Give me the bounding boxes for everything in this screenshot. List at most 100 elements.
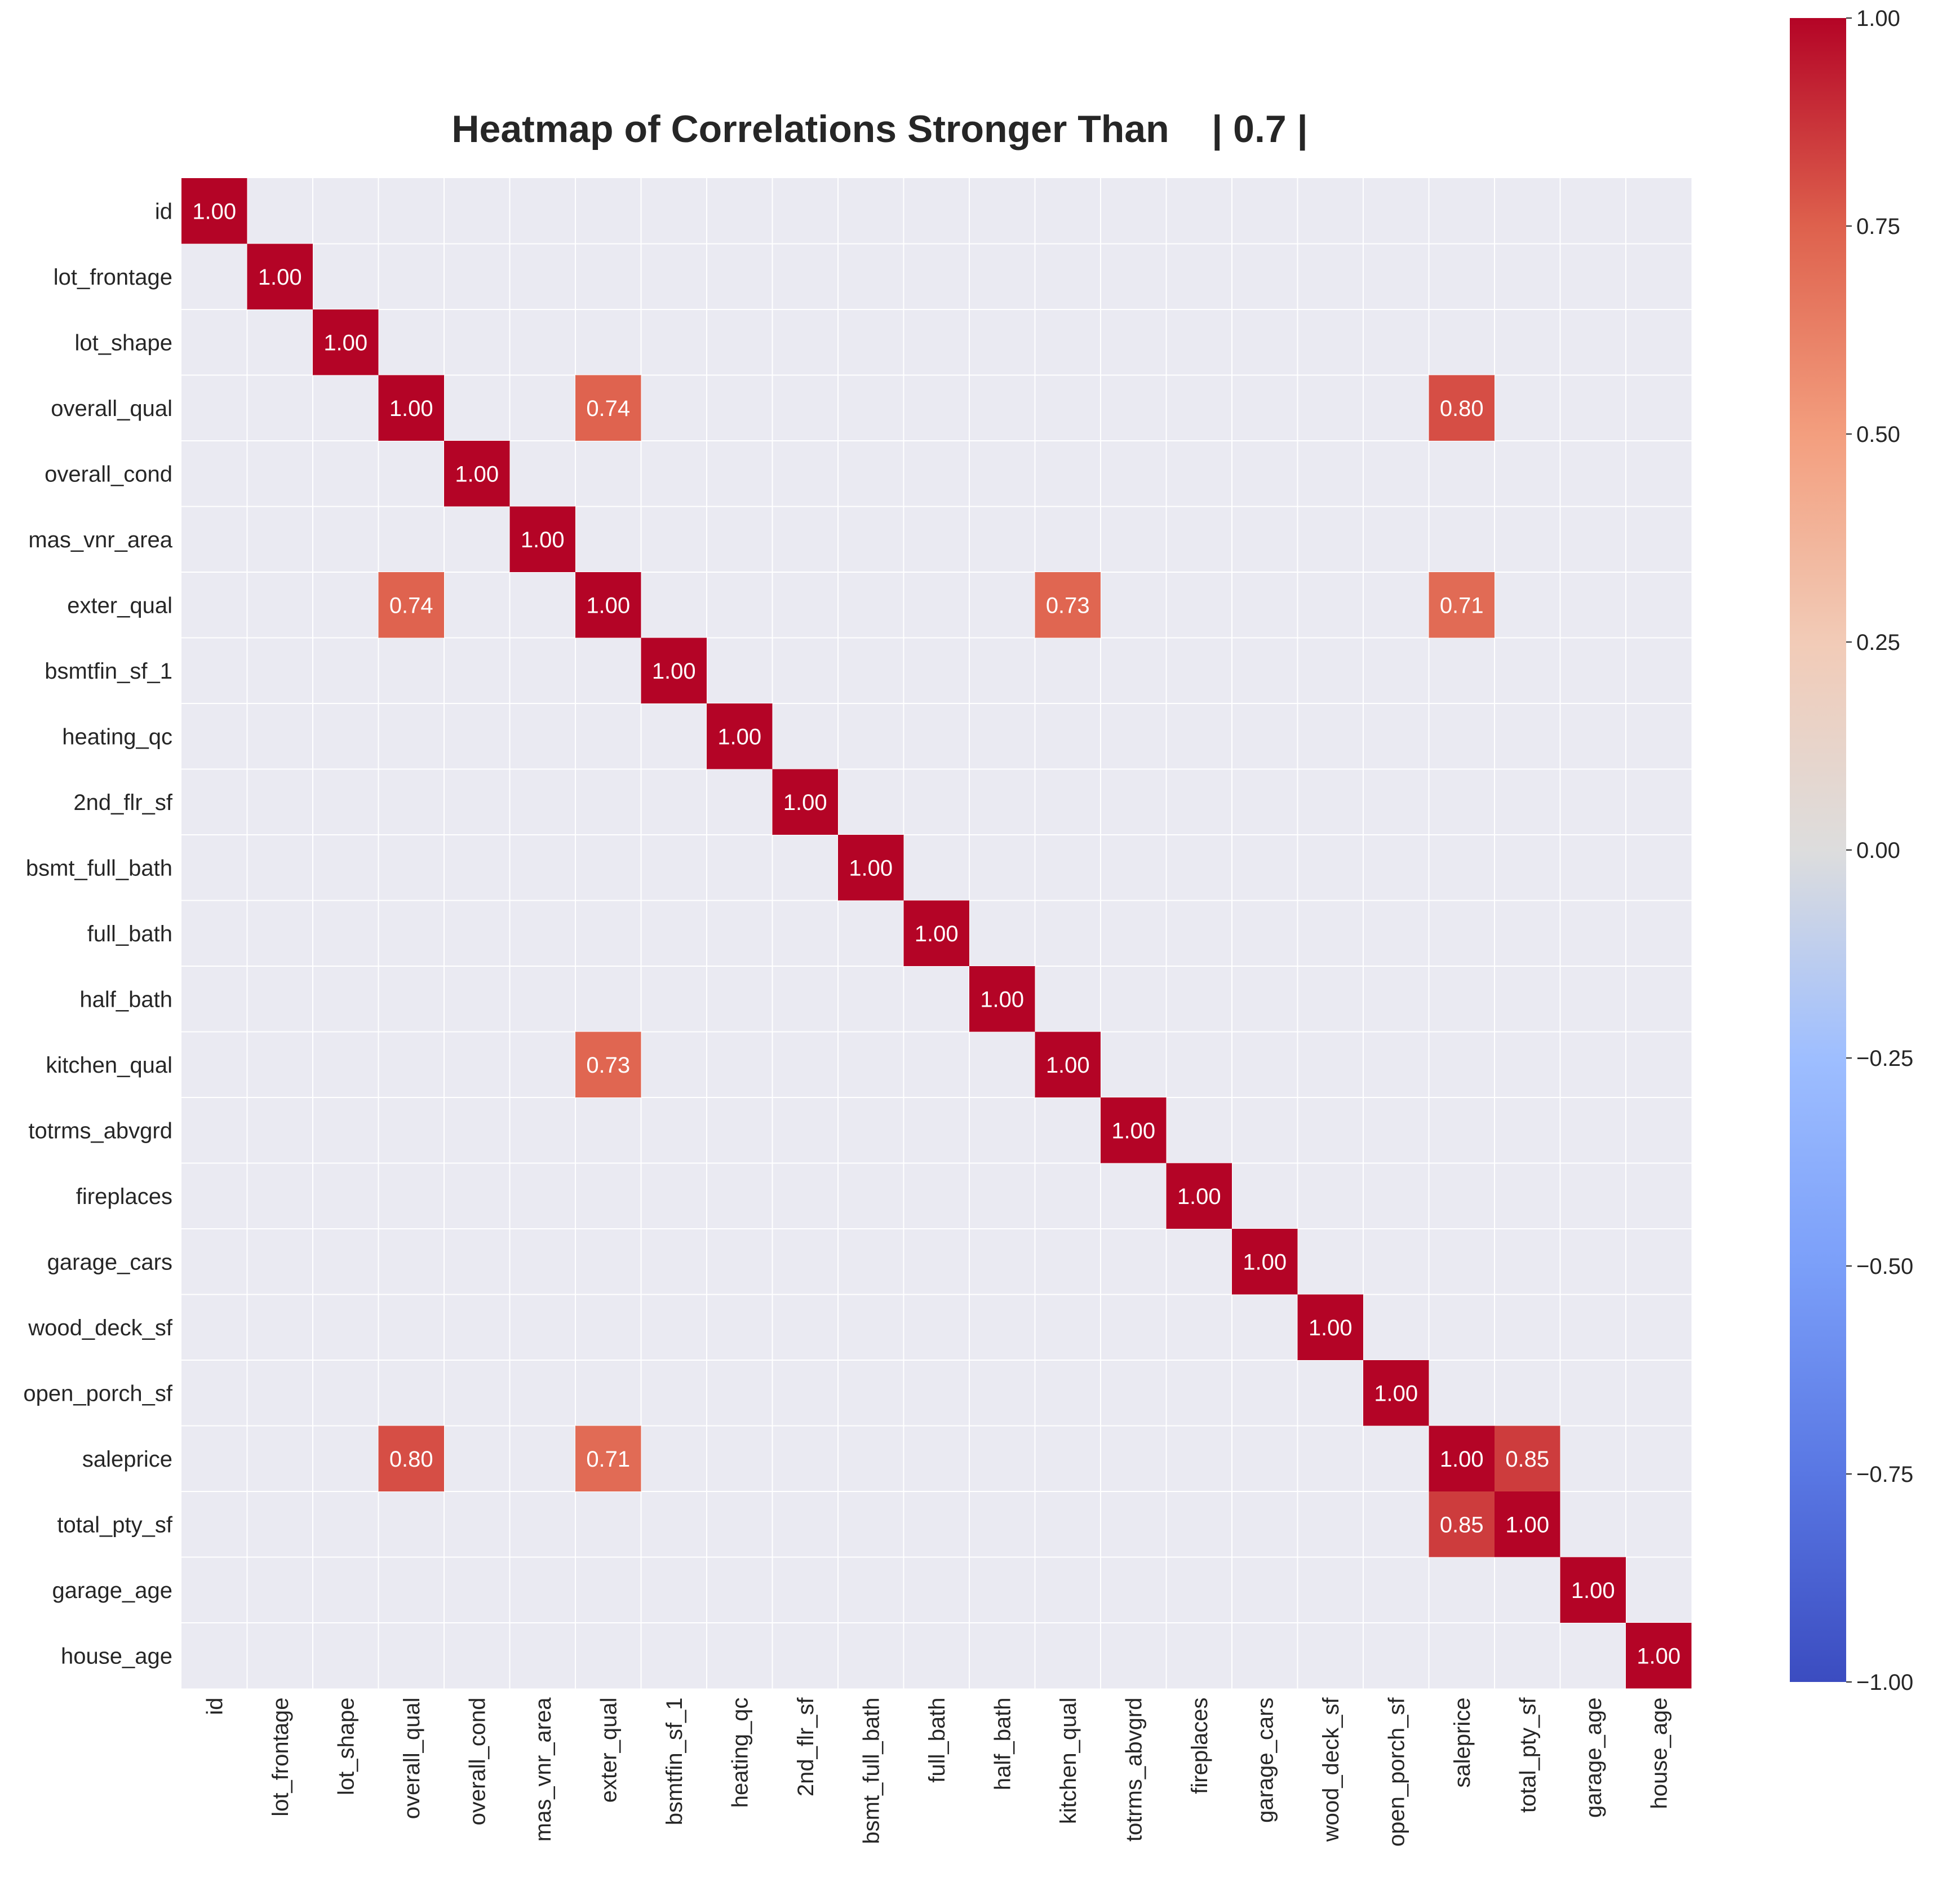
heatmap-cell: [1429, 1491, 1495, 1557]
cell-value-label: 0.73: [1046, 593, 1090, 618]
cell-value-label: 1.00: [455, 462, 499, 486]
colorbar-tick-labels: −1.00 −0.75 −0.50 −0.25 0.00 0.25 0.50 0.75 1.00: [1846, 6, 1913, 1695]
cell-value-label: 1.00: [717, 724, 761, 749]
heatmap-cell: [444, 441, 510, 507]
heatmap-cell: [1363, 1360, 1429, 1426]
cell-value-label: 1.00: [915, 922, 959, 946]
cell-value-label: 1.00: [1505, 1512, 1549, 1537]
heatmap-plot-area: 1.00 1.00 1.00 1.00 0.74 0.80 1.00 1.00 0.74 1.00…: [181, 178, 1692, 1689]
cell-value-label: 0.71: [1440, 593, 1484, 618]
heatmap-cell: [969, 966, 1035, 1032]
colorbar-tick-label: 0.50: [1856, 422, 1900, 447]
x-tick-label: totrms_abvgrd: [1121, 1698, 1146, 1842]
heatmap-cell: [575, 572, 641, 638]
heatmap-cell: [575, 1426, 641, 1491]
x-tick-label: garage_cars: [1253, 1698, 1278, 1823]
heatmap-cell: [1232, 1229, 1298, 1295]
x-axis-tick-labels: id lot_frontage lot_shape overall_qual overa…: [202, 1697, 1671, 1847]
heatmap-cell: [1429, 375, 1495, 441]
heatmap-cell: [509, 506, 575, 572]
y-axis-tick-labels: id lot_frontage lot_shape overall_qualovera…: [23, 199, 173, 1668]
colorbar-tick-label: −1.00: [1856, 1670, 1913, 1695]
y-tick-label: 2nd_flr_sf: [73, 790, 173, 815]
colorbar-tick-label: 1.00: [1856, 6, 1900, 31]
colorbar-tick-label: −0.50: [1856, 1254, 1913, 1279]
x-tick-label: overall_cond: [465, 1698, 490, 1826]
cell-value-label: 1.00: [1309, 1316, 1353, 1340]
heatmap-cell: [1429, 572, 1495, 638]
cell-value-label: 1.00: [389, 396, 433, 421]
x-tick-label: overall_qual: [400, 1698, 424, 1820]
cell-value-label: 1.00: [258, 265, 302, 290]
cell-value-label: 0.74: [389, 593, 433, 618]
heatmap-cell: [903, 900, 969, 966]
colorbar-tick-label: −0.25: [1856, 1046, 1913, 1071]
cell-value-label: 0.85: [1505, 1447, 1549, 1472]
y-tick-label: heating_qc: [62, 724, 172, 749]
heatmap-cell: [575, 375, 641, 441]
x-tick-label: total_pty_sf: [1515, 1697, 1540, 1813]
colorbar-tick-label: 0.75: [1856, 214, 1900, 239]
heatmap-cell: [1495, 1491, 1560, 1557]
cell-value-label: 1.00: [1637, 1644, 1680, 1668]
colorbar-tick-label: −0.75: [1856, 1462, 1913, 1487]
x-tick-label: bsmt_full_bath: [859, 1698, 884, 1844]
x-tick-label: saleprice: [1450, 1698, 1475, 1788]
heatmap-cell: [1495, 1426, 1560, 1491]
cell-value-label: 1.00: [1571, 1578, 1615, 1603]
colorbar: [1790, 18, 1846, 1682]
x-tick-label: wood_deck_sf: [1319, 1697, 1343, 1843]
heatmap-cell: [1560, 1557, 1626, 1623]
x-tick-label: fireplaces: [1187, 1698, 1212, 1794]
x-tick-label: heating_qc: [728, 1698, 752, 1808]
y-tick-label: overall_qual: [51, 396, 172, 421]
cell-value-label: 1.00: [192, 199, 236, 224]
x-tick-label: lot_shape: [334, 1698, 358, 1795]
heatmap-cell: [575, 1032, 641, 1097]
x-tick-label: garage_age: [1581, 1698, 1606, 1818]
cell-value-label: 1.00: [1440, 1447, 1484, 1472]
cell-value-label: 1.00: [849, 856, 893, 880]
heatmap-cell: [378, 375, 444, 441]
x-tick-label: exter_qual: [596, 1698, 621, 1803]
cell-value-label: 0.80: [389, 1447, 433, 1472]
y-tick-label: id: [155, 199, 172, 224]
heatmap-cell: [247, 244, 313, 309]
x-tick-label: kitchen_qual: [1056, 1698, 1081, 1825]
cell-value-label: 1.00: [1111, 1118, 1155, 1143]
cell-value-label: 1.00: [980, 987, 1024, 1012]
cell-value-label: 1.00: [783, 790, 827, 815]
y-tick-label: wood_deck_sf: [28, 1316, 173, 1340]
cell-value-label: 1.00: [323, 330, 367, 355]
colorbar-tick-label: 0.00: [1856, 838, 1900, 863]
colorbar-tick-label: 0.25: [1856, 630, 1900, 655]
x-tick-label: full_bath: [925, 1698, 950, 1783]
y-tick-label: kitchen_qual: [46, 1053, 172, 1078]
y-tick-label: overall_cond: [45, 462, 172, 486]
heatmap-cell: [838, 835, 904, 901]
heatmap-cell: [707, 703, 773, 769]
y-tick-label: bsmtfin_sf_1: [45, 659, 172, 684]
x-tick-label: 2nd_flr_sf: [793, 1697, 818, 1797]
y-tick-label: totrms_abvgrd: [28, 1118, 172, 1143]
chart-title: Heatmap of Correlations Stronger Than | …: [451, 108, 1307, 151]
cell-value-label: 1.00: [1243, 1250, 1287, 1274]
y-tick-label: saleprice: [82, 1447, 172, 1472]
x-tick-label: house_age: [1647, 1698, 1671, 1809]
x-tick-label: mas_vnr_area: [531, 1697, 556, 1841]
cell-value-label: 1.00: [1177, 1184, 1221, 1209]
heatmap-cell: [1166, 1163, 1232, 1229]
heatmap-cell: [1101, 1097, 1167, 1163]
y-tick-label: garage_cars: [47, 1250, 172, 1274]
cell-value-label: 1.00: [1046, 1053, 1090, 1078]
cell-value-label: 0.71: [586, 1447, 630, 1472]
heatmap-cell: [181, 178, 247, 244]
x-tick-label: open_porch_sf: [1384, 1697, 1409, 1847]
cell-value-label: 1.00: [652, 659, 696, 684]
x-tick-label: bsmtfin_sf_1: [662, 1698, 687, 1826]
x-tick-label: half_bath: [990, 1698, 1015, 1791]
y-tick-label: house_age: [61, 1644, 172, 1668]
y-tick-label: lot_frontage: [54, 265, 172, 290]
heatmap-cell: [1626, 1623, 1692, 1689]
